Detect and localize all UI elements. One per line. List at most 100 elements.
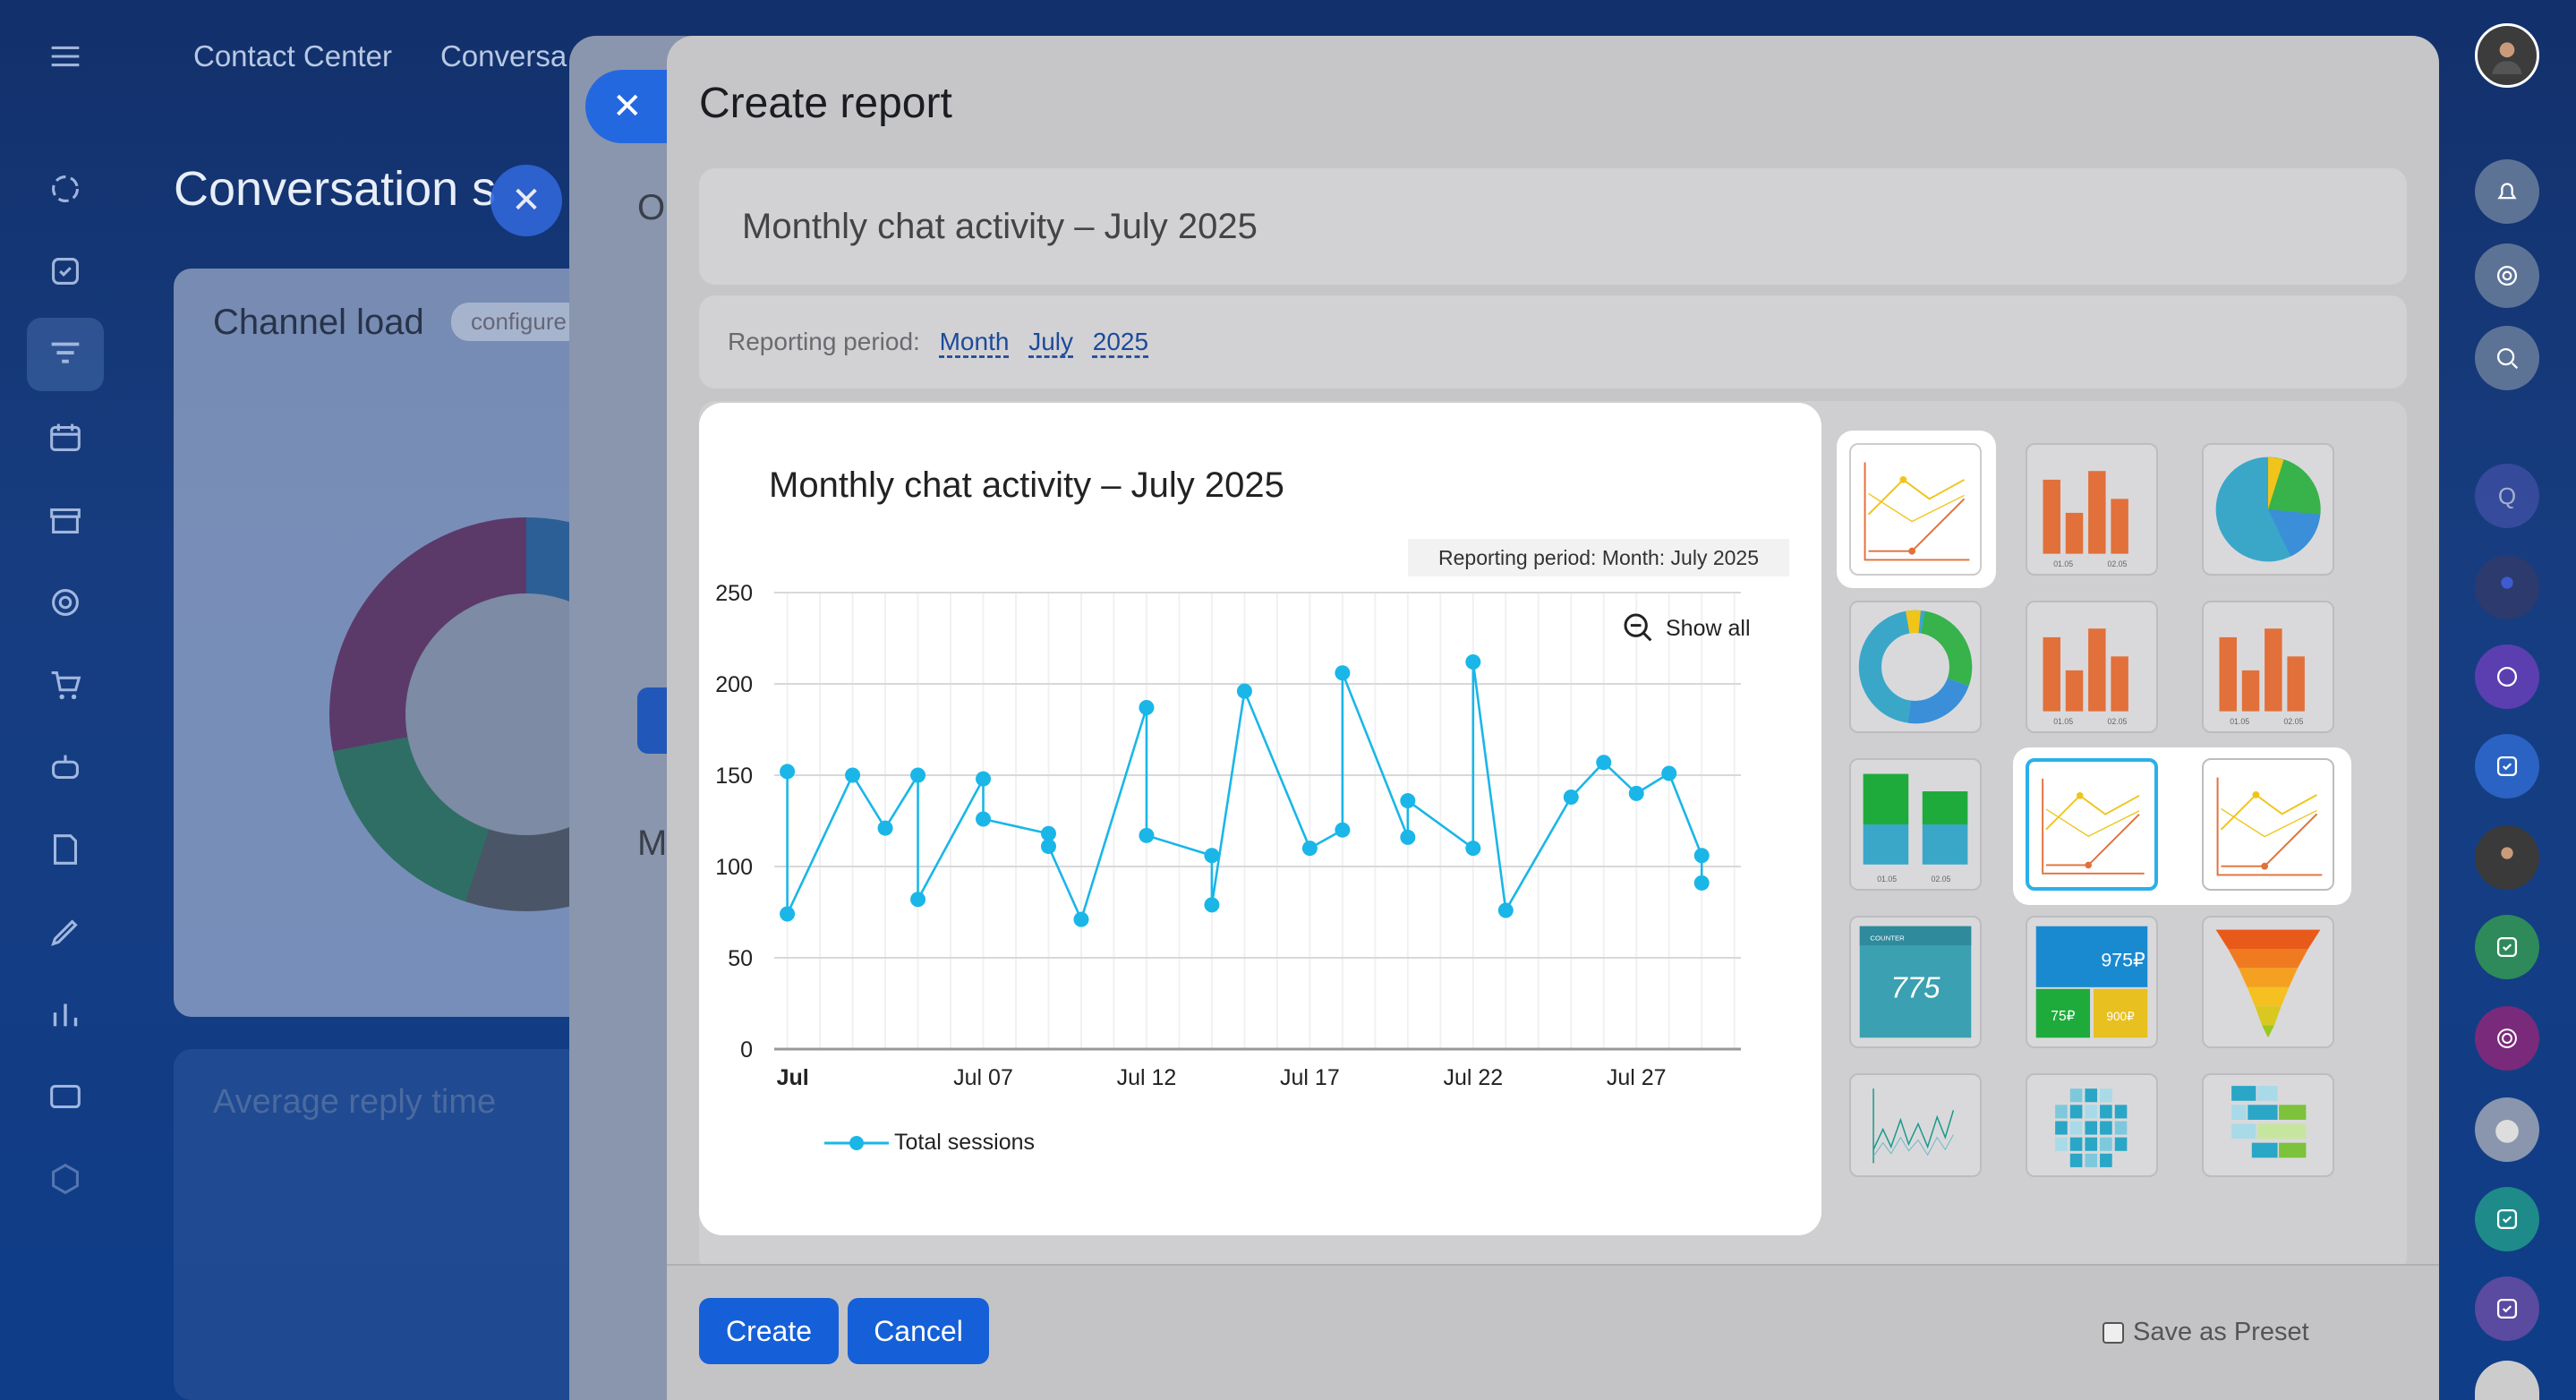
save-preset-checkbox[interactable]: [2103, 1321, 2124, 1344]
chat-radar-icon[interactable]: [2475, 243, 2539, 308]
data-point: [1139, 700, 1155, 716]
right-sidebar: Q: [2439, 0, 2576, 1400]
data-point: [1400, 793, 1416, 809]
data-point: [1563, 789, 1579, 805]
save-preset-label: Save as Preset: [2133, 1318, 2309, 1346]
y-tick-label: 150: [715, 764, 753, 789]
line-chart-thumb-1[interactable]: [1849, 443, 1982, 576]
heatmap-thumb[interactable]: [2202, 1073, 2334, 1177]
counter-thumb[interactable]: COUNTER 775: [1849, 916, 1982, 1048]
stacked-bar-thumb[interactable]: 01.05 02.05: [1849, 758, 1982, 891]
pie-chart-thumb[interactable]: [2202, 443, 2334, 576]
contact-avatar-5[interactable]: [2475, 1361, 2539, 1400]
svg-text:975₽: 975₽: [2101, 949, 2145, 970]
tasks-icon[interactable]: [45, 251, 86, 292]
fingerprint-icon[interactable]: [2475, 1006, 2539, 1071]
grid-thumb[interactable]: [2026, 1073, 2158, 1177]
chart-preview-card: 0 50 100 150 200 250 Jul Jul 07 Jul 12 Jul 17 Jul …: [699, 403, 1821, 1235]
search-chat-icon[interactable]: [2475, 326, 2539, 390]
data-point: [1301, 841, 1318, 857]
period-month-link[interactable]: July: [1028, 328, 1073, 355]
svg-text:COUNTER: COUNTER: [1870, 934, 1905, 942]
background-card-title: Channel load: [213, 303, 424, 342]
task-check-icon-3[interactable]: [2475, 1187, 2539, 1251]
data-point: [1693, 875, 1710, 891]
pen-icon[interactable]: [45, 911, 86, 952]
dialog-title: Create report: [699, 80, 952, 127]
svg-text:01.05: 01.05: [1877, 875, 1897, 884]
data-point: [877, 820, 893, 836]
contact-avatar-cat[interactable]: [2475, 1097, 2539, 1162]
data-point: [1204, 897, 1220, 913]
bar-chart-thumb-1[interactable]: 01.05 02.05: [2026, 443, 2158, 576]
background-card-2-title: Average reply time: [213, 1083, 497, 1121]
store-icon[interactable]: [45, 499, 86, 541]
legend-marker: [824, 1135, 889, 1150]
y-tick-label: 250: [715, 581, 753, 606]
task-check-icon-2[interactable]: [2475, 915, 2539, 979]
create-button[interactable]: Create: [699, 1298, 839, 1364]
funnel-thumb[interactable]: [2202, 916, 2334, 1048]
data-point: [1596, 755, 1612, 771]
cancel-button[interactable]: Cancel: [848, 1298, 989, 1364]
data-point: [1139, 827, 1155, 843]
secondary-close-icon[interactable]: ✕: [490, 165, 562, 236]
cart-icon[interactable]: [45, 664, 86, 705]
notifications-bell-icon[interactable]: [2475, 159, 2539, 224]
contact-card-icon[interactable]: [45, 1076, 86, 1117]
user-avatar[interactable]: [2475, 23, 2539, 88]
data-point: [976, 771, 992, 787]
nav-contact-center[interactable]: Contact Center: [193, 39, 392, 73]
period-year-link[interactable]: 2025: [1092, 328, 1149, 355]
calendar-icon[interactable]: [45, 417, 86, 458]
legend-label: Total sessions: [894, 1130, 1036, 1155]
top-nav: Contact Center Conversa: [193, 39, 567, 73]
filter-funnel-icon[interactable]: [27, 318, 104, 391]
preview-title: Monthly chat activity – July 2025: [769, 465, 1284, 505]
contact-avatar-3[interactable]: [2475, 645, 2539, 709]
bar-chart-thumb-3[interactable]: 01.05 02.05: [2202, 601, 2334, 733]
contact-avatar-q[interactable]: Q: [2475, 464, 2539, 528]
data-point: [1335, 665, 1351, 681]
background-card-tag[interactable]: configure: [451, 303, 586, 341]
pipeline-icon[interactable]: [45, 168, 86, 209]
report-name-input[interactable]: Monthly chat activity – July 2025: [699, 168, 2407, 285]
svg-text:02.05: 02.05: [2284, 717, 2304, 726]
x-tick-label: Jul 22: [1443, 1065, 1503, 1090]
svg-text:01.05: 01.05: [2053, 717, 2073, 726]
cube-icon[interactable]: [45, 1158, 86, 1199]
contact-avatar-2[interactable]: [2475, 555, 2539, 619]
robot-icon[interactable]: [45, 747, 86, 788]
tiles-thumb[interactable]: 975₽ 75₽ 900₽: [2026, 916, 2158, 1048]
nav-conversations[interactable]: Conversa: [439, 39, 567, 73]
document-sign-icon[interactable]: [45, 829, 86, 870]
zoom-out-icon: [1624, 613, 1652, 642]
task-check-icon-4[interactable]: [2475, 1276, 2539, 1341]
sparkline-thumb[interactable]: [1849, 1073, 1982, 1177]
preview-period-chip: Reporting period: Month: July 2025: [1408, 539, 1789, 576]
data-point: [1204, 848, 1220, 864]
svg-text:02.05: 02.05: [2108, 717, 2128, 726]
x-tick-label: Jul 17: [1280, 1065, 1340, 1090]
series-line: [786, 662, 1703, 923]
donut-chart-thumb[interactable]: [1849, 601, 1982, 733]
save-preset-option[interactable]: Save as Preset: [2103, 1318, 2309, 1347]
data-point: [1497, 902, 1514, 918]
contact-avatar-4[interactable]: [2475, 825, 2539, 890]
chart-legend[interactable]: Total sessions: [824, 1130, 1035, 1156]
data-point: [910, 892, 926, 908]
task-check-icon[interactable]: [2475, 734, 2539, 798]
show-all-button[interactable]: Show all: [1621, 610, 1751, 646]
line-chart-thumb-3[interactable]: [2202, 758, 2334, 891]
secondary-panel-label-2: M: [637, 824, 668, 863]
close-dialog-button[interactable]: ✕: [585, 70, 671, 143]
create-report-dialog: Create report Monthly chat activity – Ju…: [667, 36, 2439, 1400]
analytics-icon[interactable]: [45, 994, 86, 1035]
line-chart: 0 50 100 150 200 250 Jul Jul 07 Jul 12 Jul 17 Jul …: [715, 581, 1741, 1090]
target-icon[interactable]: [45, 582, 86, 623]
menu-icon[interactable]: [45, 36, 86, 77]
line-chart-thumb-2[interactable]: [2026, 758, 2158, 891]
period-unit-link[interactable]: Month: [939, 328, 1010, 355]
bar-chart-thumb-2[interactable]: 01.05 02.05: [2026, 601, 2158, 733]
data-point: [1236, 683, 1252, 699]
